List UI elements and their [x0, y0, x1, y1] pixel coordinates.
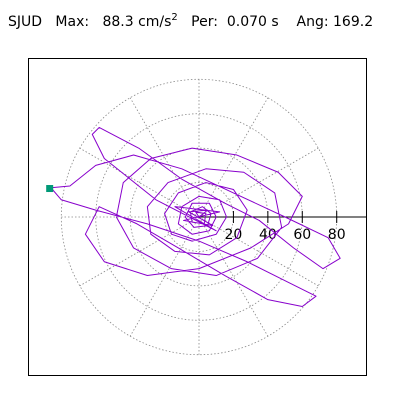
radial-tick-label-60: 60: [293, 227, 311, 243]
max-unit-exponent: 2: [171, 12, 178, 23]
ang-label: Ang:: [296, 14, 329, 30]
max-value: 88.3: [102, 14, 134, 30]
grid-circle-20: [164, 182, 234, 252]
station-code: SJUD: [8, 14, 43, 30]
plot-frame: 20 40 60 80: [28, 58, 367, 376]
max-unit: cm/s: [138, 14, 172, 30]
particle-motion-trace: [50, 126, 341, 308]
peak-marker: [46, 185, 54, 193]
radial-tick-label-80: 80: [328, 227, 346, 243]
ang-value: 169.2: [333, 14, 374, 30]
per-value: 0.070 s: [226, 14, 279, 30]
grid-spoke-60: [198, 97, 269, 218]
per-label: Per:: [191, 14, 218, 30]
polar-plot: 20 40 60 80: [46, 78, 366, 356]
max-label: Max:: [55, 14, 90, 30]
radial-tick-label-20: 20: [225, 227, 243, 243]
plot-header: SJUD Max: 88.3 cm/s2 Per: 0.070 s Ang: 1…: [8, 12, 373, 30]
